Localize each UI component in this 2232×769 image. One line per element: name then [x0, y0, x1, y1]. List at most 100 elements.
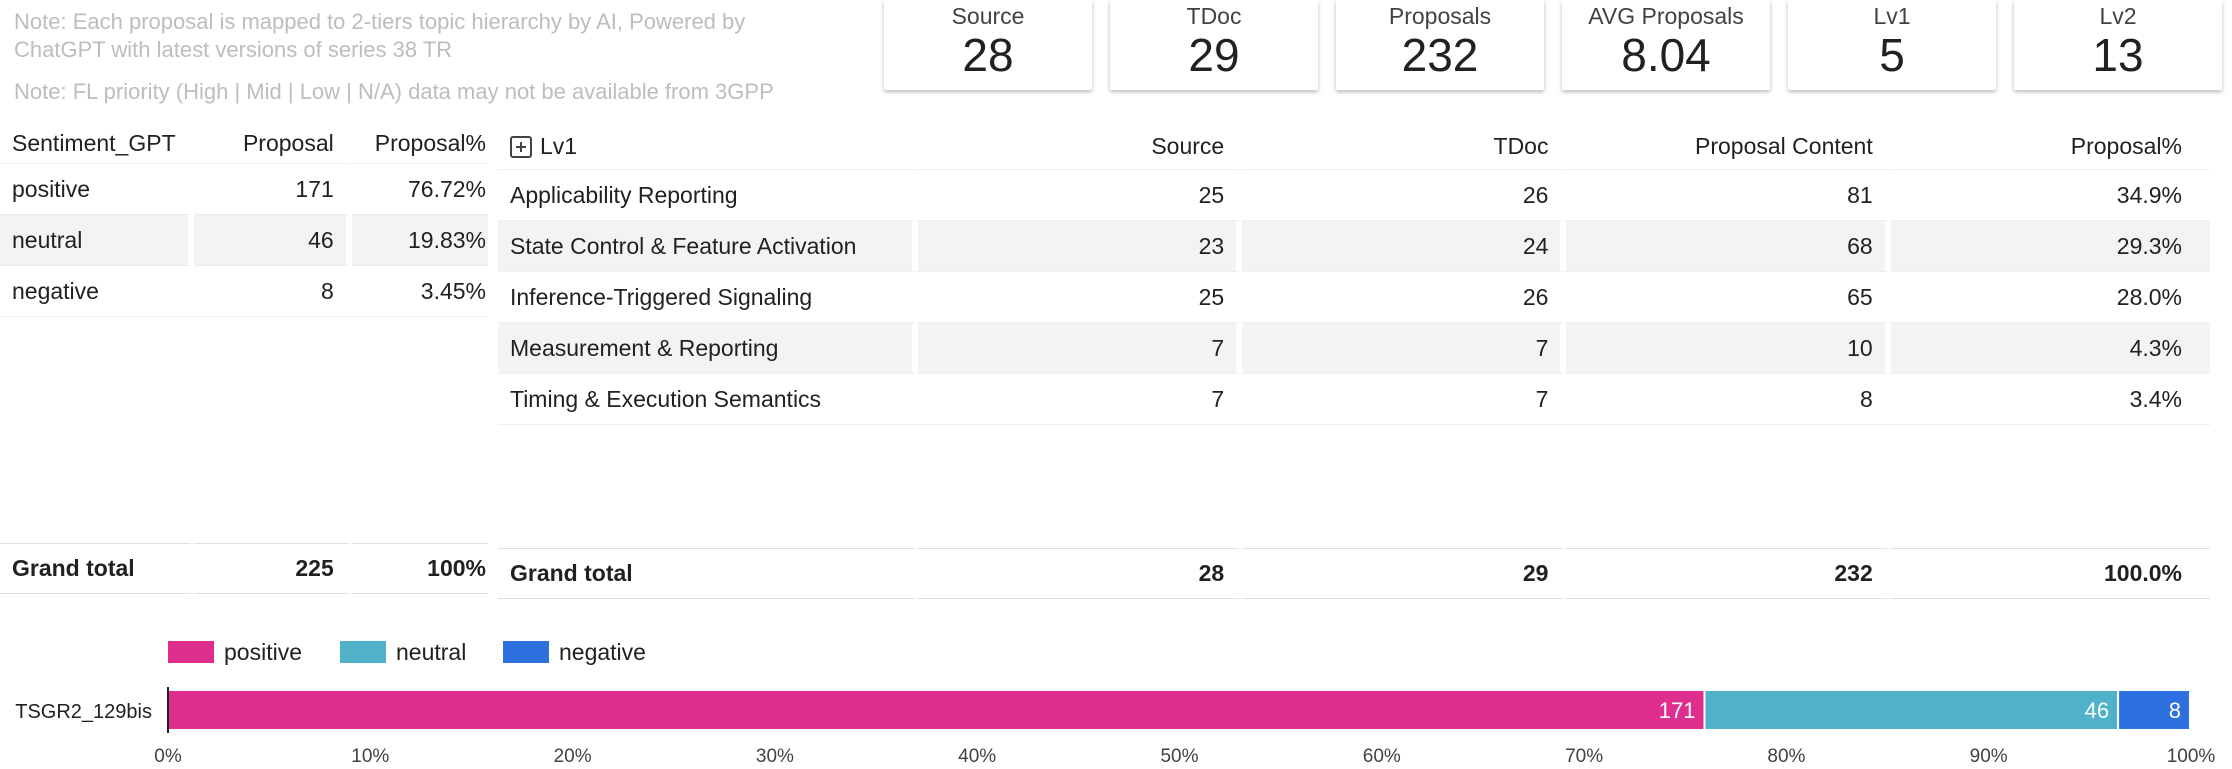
table-cell: 7 [917, 322, 1243, 373]
table-row[interactable]: neutral 46 19.83% [0, 214, 488, 265]
expand-icon[interactable] [510, 136, 532, 158]
x-tick-label: 20% [554, 746, 592, 767]
column-header-proposal-percent[interactable]: Proposal% [2070, 133, 2182, 159]
x-tick-label: 0% [154, 746, 182, 767]
table-cell: 26 [1242, 271, 1567, 322]
table-cell: negative [0, 265, 194, 316]
scorecard-label: AVG Proposals [1588, 3, 1744, 29]
column-header-proposal[interactable]: Proposal [194, 124, 352, 163]
table-row[interactable]: Applicability Reporting 25 26 81 34.9% [498, 169, 2210, 220]
table-row[interactable]: Timing & Execution Semantics 7 7 8 3.4% [498, 373, 2210, 424]
table-cell: 10 [1566, 322, 1891, 373]
x-tick-label: 50% [1160, 746, 1198, 767]
scorecard-tdoc: TDoc 29 [1110, 0, 1318, 90]
data-label: 46 [2085, 698, 2109, 723]
table-cell: 25 [917, 169, 1243, 220]
table-cell: Grand total [498, 548, 918, 599]
x-tick-label: 70% [1565, 746, 1603, 767]
table-cell: Inference-Triggered Signaling [498, 271, 918, 322]
x-tick-label: 90% [1970, 746, 2008, 767]
x-tick-label: 10% [351, 746, 389, 767]
stacked-bar-chart: TSGR2_129bis 171 46 80% 10% 20% 30% 40% 50% 60% 70… [15, 687, 2216, 767]
data-label: 8 [2169, 698, 2181, 723]
column-header-label: Lv1 [540, 133, 578, 159]
sentiment-table: Sentiment_GPT Proposal Proposal% positiv… [0, 124, 488, 594]
table-cell: 81 [1566, 169, 1891, 220]
scorecard-value: 29 [1188, 29, 1240, 81]
x-tick-label: 80% [1767, 746, 1805, 767]
table-cell: 29 [1242, 548, 1567, 599]
table-cell: 8 [193, 265, 352, 316]
scorecard-source: Source 28 [884, 0, 1092, 90]
scorecard-lv2: Lv2 13 [2014, 0, 2222, 90]
legend-label: neutral [396, 638, 467, 665]
scorecard-value: 232 [1401, 29, 1479, 81]
column-header-proposal-percent[interactable]: Proposal% [374, 130, 486, 156]
table-header-row: Sentiment_GPT Proposal Proposal% [0, 124, 488, 163]
x-tick-label: 40% [958, 746, 996, 767]
category-label: TSGR2_129bis [15, 701, 152, 723]
table-cell: 232 [1566, 548, 1891, 599]
legend-item-negative[interactable]: negative [503, 636, 646, 668]
scorecard-label: Source [951, 3, 1025, 29]
legend-label: negative [559, 638, 646, 665]
table-cell: 4.3% [1890, 322, 2210, 373]
column-header-source[interactable]: Source [918, 124, 1243, 169]
grand-total-row: Grand total 225 100% [0, 543, 488, 594]
table-row[interactable]: State Control & Feature Activation 23 24… [498, 220, 2210, 271]
table-cell: State Control & Feature Activation [498, 220, 918, 271]
grand-total-row: Grand total 28 29 232 100.0% [498, 548, 2210, 599]
bar-segment-neutral[interactable] [1705, 691, 2118, 729]
column-header-proposal-content[interactable]: Proposal Content [1566, 124, 1891, 169]
table-cell: Grand total [0, 543, 194, 594]
fl-priority-note: Note: FL priority (High | Mid | Low | N/… [14, 79, 774, 104]
table-row[interactable]: positive 171 76.72% [0, 163, 488, 214]
table-row[interactable]: negative 8 3.45% [0, 265, 488, 316]
scorecard-label: Lv1 [1873, 3, 1911, 29]
table-cell: 3.4% [1890, 373, 2210, 424]
table-cell: 28.0% [1890, 271, 2210, 322]
table-cell: 7 [1242, 373, 1567, 424]
scorecard-label: Proposals [1388, 3, 1492, 29]
lv1-topic-table: Lv1 Source TDoc Proposal Content Proposa… [498, 124, 2210, 599]
x-tick-label: 100% [2167, 746, 2216, 767]
table-row[interactable]: Measurement & Reporting 7 7 10 4.3% [498, 322, 2210, 373]
empty-row [0, 316, 488, 543]
x-tick-label: 30% [756, 746, 794, 767]
bar-segment-negative[interactable] [2119, 691, 2189, 729]
column-header-sentiment[interactable]: Sentiment_GPT [0, 124, 194, 163]
table-cell: 34.9% [1890, 169, 2210, 220]
table-row[interactable]: Inference-Triggered Signaling 25 26 65 2… [498, 271, 2210, 322]
table-cell: 171 [193, 163, 352, 214]
table-cell: 8 [1566, 373, 1891, 424]
x-tick-label: 60% [1363, 746, 1401, 767]
table-cell: 225 [193, 543, 352, 594]
scorecard-value: 28 [962, 29, 1014, 81]
legend-label: positive [224, 638, 302, 665]
scorecard-avg-proposals: AVG Proposals 8.04 [1562, 0, 1770, 90]
scorecard-label: Lv2 [2099, 3, 2137, 29]
table-cell: 24 [1242, 220, 1567, 271]
bar-segment-positive[interactable] [168, 691, 1704, 729]
table-cell: 25 [917, 271, 1243, 322]
table-cell: 3.45% [351, 265, 488, 316]
table-cell: Applicability Reporting [498, 169, 918, 220]
table-cell: 100% [351, 543, 488, 594]
column-header-tdoc[interactable]: TDoc [1242, 124, 1567, 169]
table-cell: 28 [917, 548, 1243, 599]
table-header-row: Lv1 Source TDoc Proposal Content Proposa… [498, 124, 2210, 169]
empty-row [498, 424, 2210, 548]
table-cell: 7 [1242, 322, 1567, 373]
table-cell: 68 [1566, 220, 1891, 271]
table-cell: 46 [193, 214, 352, 265]
scorecard-lv1: Lv1 5 [1788, 0, 1996, 90]
legend-item-positive[interactable]: positive [168, 636, 302, 668]
table-cell: 7 [917, 373, 1243, 424]
legend-item-neutral[interactable]: neutral [340, 636, 466, 668]
table-cell: 29.3% [1890, 220, 2210, 271]
column-header-lv1[interactable]: Lv1 [498, 124, 918, 169]
table-cell: Timing & Execution Semantics [498, 373, 918, 424]
scorecard-value: 5 [1879, 29, 1905, 81]
data-label: 171 [1659, 698, 1696, 723]
table-cell: Measurement & Reporting [498, 322, 918, 373]
